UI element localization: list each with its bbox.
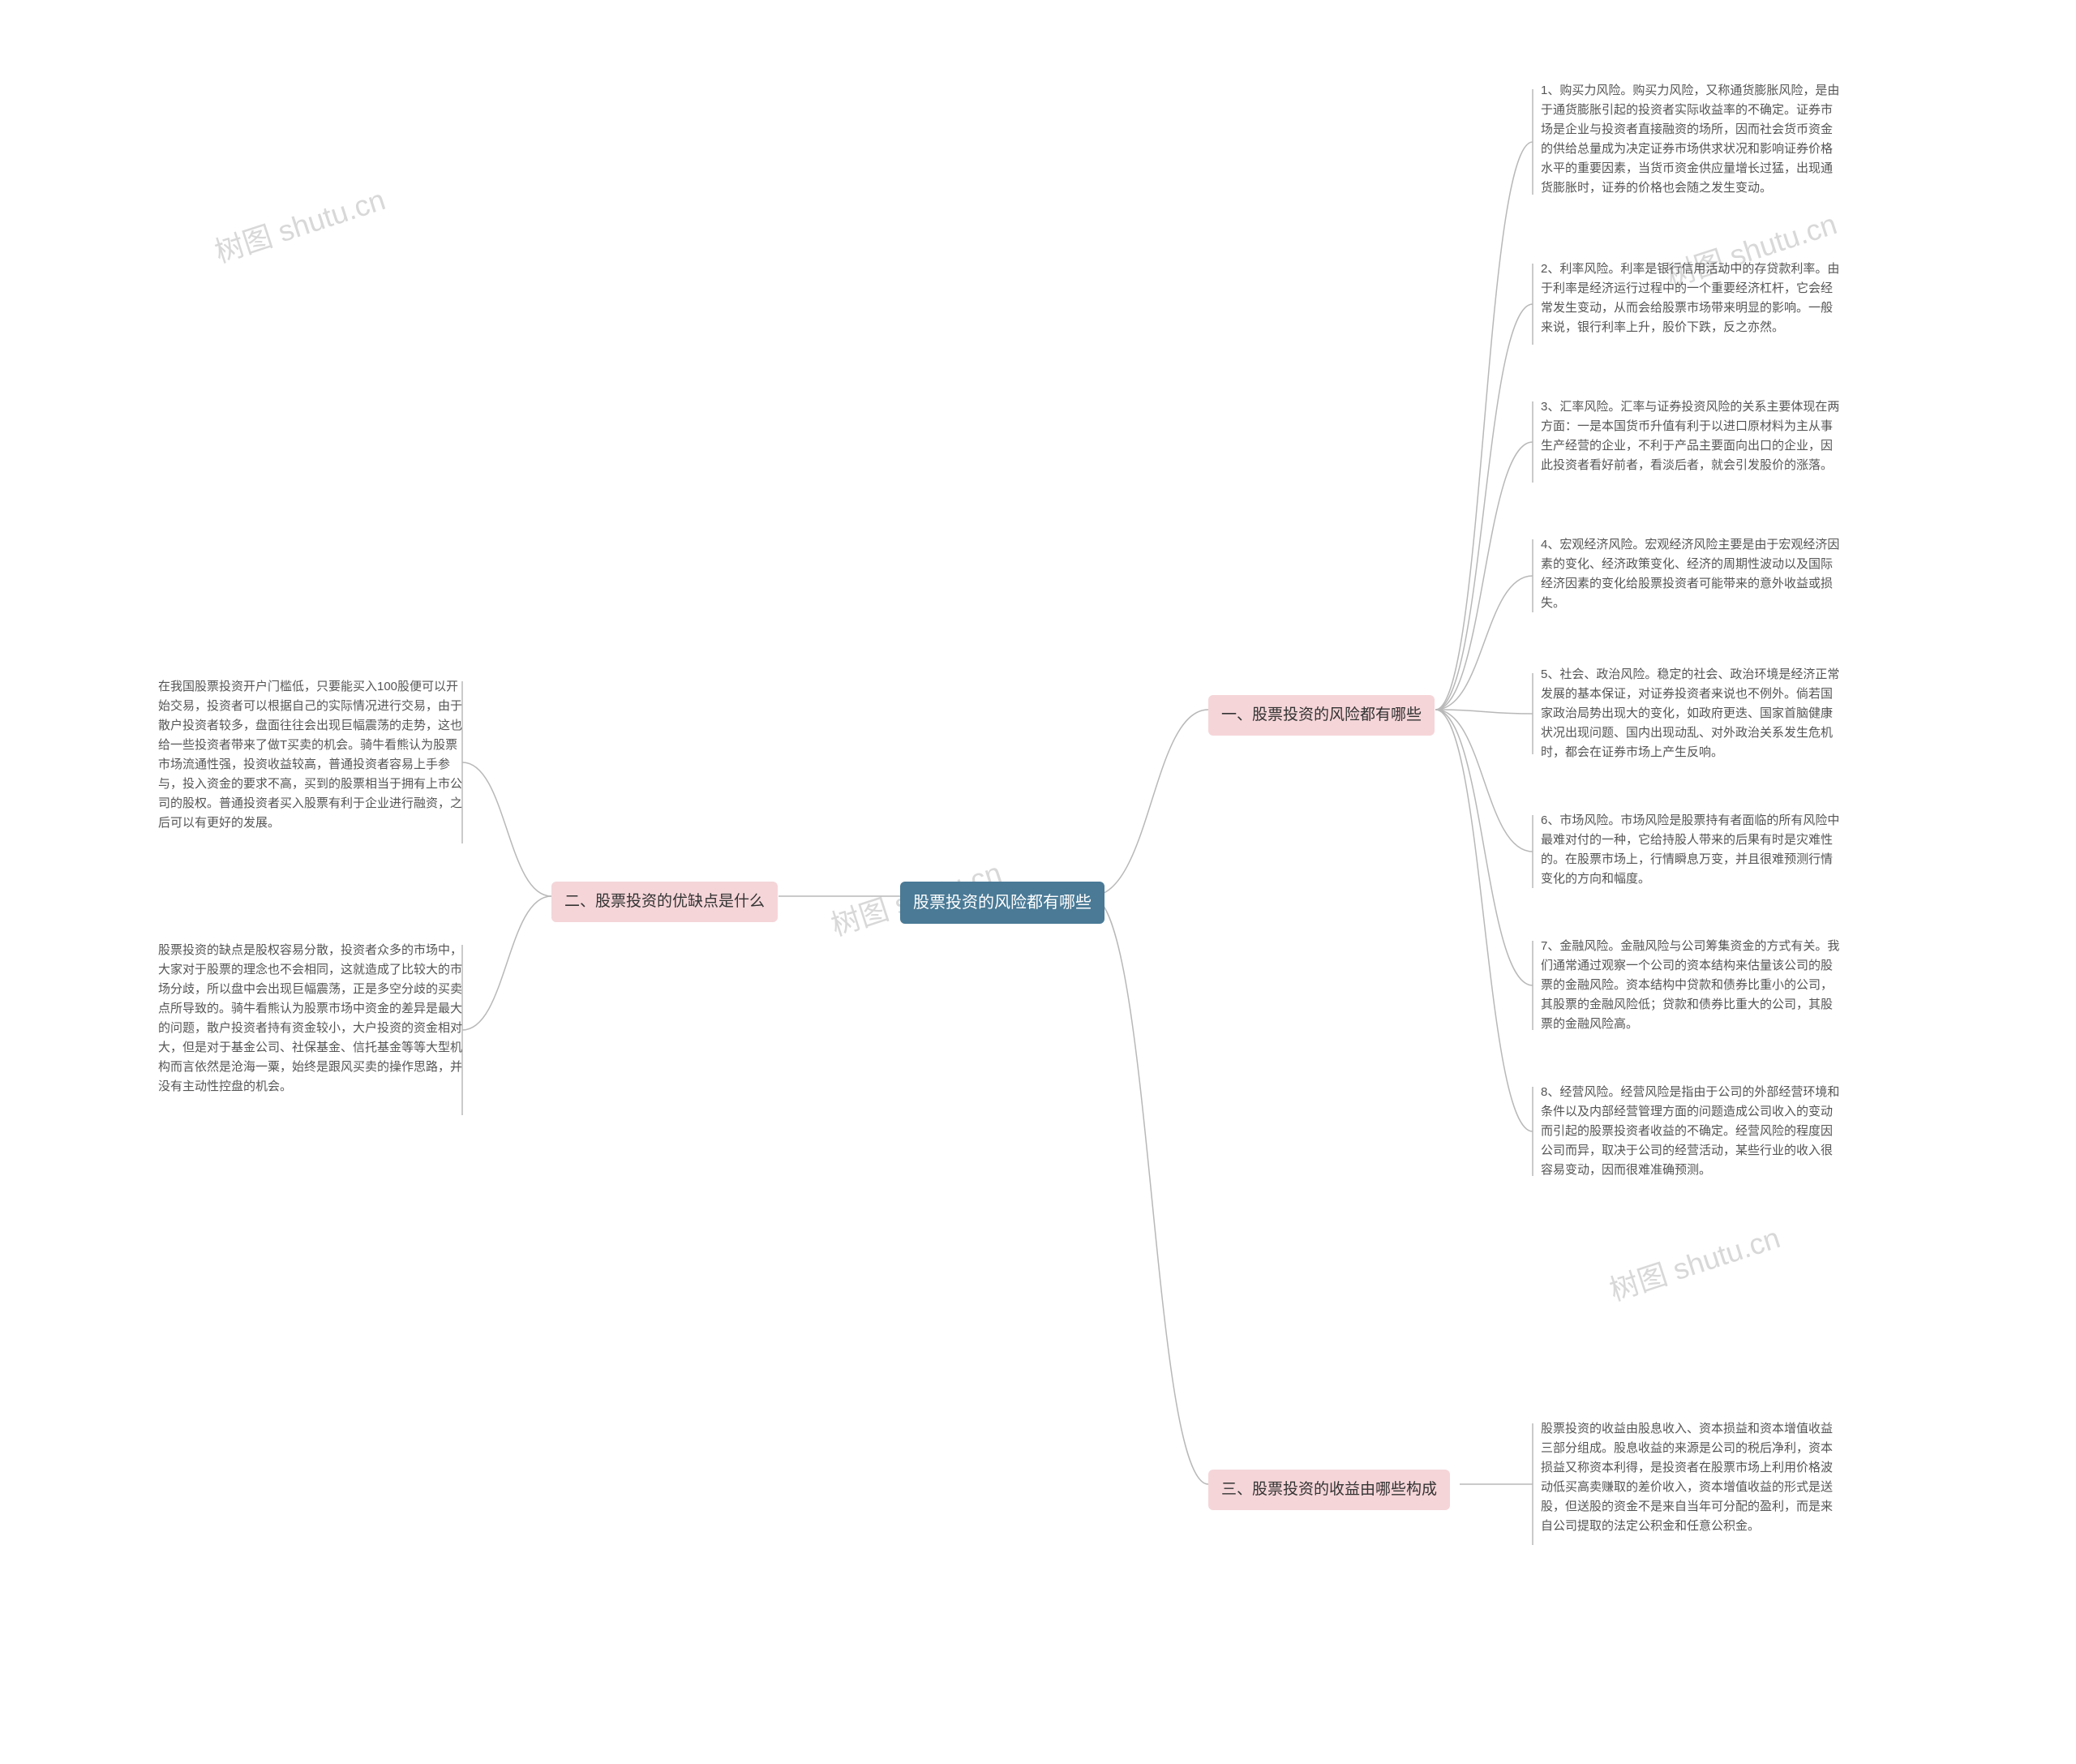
leaf-text: 7、金融风险。金融风险与公司筹集资金的方式有关。我们通常通过观察一个公司的资本结… <box>1541 939 1839 1031</box>
branch-pros-cons: 二、股票投资的优缺点是什么 <box>551 882 778 922</box>
leaf-risk-3: 3、汇率风险。汇率与证券投资风险的关系主要体现在两方面：一是本国货币升值有利于以… <box>1541 397 1841 475</box>
leaf-text: 3、汇率风险。汇率与证券投资风险的关系主要体现在两方面：一是本国货币升值有利于以… <box>1541 400 1839 472</box>
leaf-risk-6: 6、市场风险。市场风险是股票持有者面临的所有风险中最难对付的一种，它给持股人带来… <box>1541 811 1841 889</box>
branch-label: 一、股票投资的风险都有哪些 <box>1221 706 1422 723</box>
leaf-risk-5: 5、社会、政治风险。稳定的社会、政治环境是经济正常发展的基本保证，对证券投资者来… <box>1541 665 1841 762</box>
branch-returns: 三、股票投资的收益由哪些构成 <box>1208 1470 1450 1510</box>
leaf-text: 5、社会、政治风险。稳定的社会、政治环境是经济正常发展的基本保证，对证券投资者来… <box>1541 667 1839 759</box>
watermark: 树图 shutu.cn <box>1603 1215 1784 1310</box>
leaf-text: 股票投资的收益由股息收入、资本损益和资本增值收益三部分组成。股息收益的来源是公司… <box>1541 1422 1833 1533</box>
leaf-risk-2: 2、利率风险。利率是银行信用活动中的存贷款利率。由于利率是经济运行过程中的一个重… <box>1541 260 1841 337</box>
leaf-text: 股票投资的缺点是股权容易分散，投资者众多的市场中，大家对于股票的理念也不会相同，… <box>158 943 462 1093</box>
leaf-risk-8: 8、经营风险。经营风险是指由于公司的外部经营环境和条件以及内部经营管理方面的问题… <box>1541 1083 1841 1180</box>
leaf-cons: 股票投资的缺点是股权容易分散，投资者众多的市场中，大家对于股票的理念也不会相同，… <box>158 941 462 1097</box>
leaf-risk-1: 1、购买力风险。购买力风险，又称通货膨胀风险，是由于通货膨胀引起的投资者实际收益… <box>1541 81 1841 198</box>
leaf-text: 8、经营风险。经营风险是指由于公司的外部经营环境和条件以及内部经营管理方面的问题… <box>1541 1085 1839 1177</box>
root-node: 股票投资的风险都有哪些 <box>900 882 1104 924</box>
root-label: 股票投资的风险都有哪些 <box>913 894 1092 912</box>
branch-label: 三、股票投资的收益由哪些构成 <box>1221 1481 1437 1498</box>
leaf-text: 在我国股票投资开户门槛低，只要能买入100股便可以开始交易，投资者可以根据自己的… <box>158 680 462 830</box>
leaf-text: 6、市场风险。市场风险是股票持有者面临的所有风险中最难对付的一种，它给持股人带来… <box>1541 813 1839 886</box>
leaf-pros: 在我国股票投资开户门槛低，只要能买入100股便可以开始交易，投资者可以根据自己的… <box>158 677 462 833</box>
watermark: 树图 shutu.cn <box>208 177 389 272</box>
leaf-returns: 股票投资的收益由股息收入、资本损益和资本增值收益三部分组成。股息收益的来源是公司… <box>1541 1419 1841 1536</box>
leaf-risk-7: 7、金融风险。金融风险与公司筹集资金的方式有关。我们通常通过观察一个公司的资本结… <box>1541 937 1841 1034</box>
leaf-text: 4、宏观经济风险。宏观经济风险主要是由于宏观经济因素的变化、经济政策变化、经济的… <box>1541 538 1839 610</box>
leaf-text: 1、购买力风险。购买力风险，又称通货膨胀风险，是由于通货膨胀引起的投资者实际收益… <box>1541 84 1839 195</box>
branch-risks: 一、股票投资的风险都有哪些 <box>1208 695 1435 736</box>
leaf-risk-4: 4、宏观经济风险。宏观经济风险主要是由于宏观经济因素的变化、经济政策变化、经济的… <box>1541 535 1841 613</box>
branch-label: 二、股票投资的优缺点是什么 <box>564 893 765 910</box>
leaf-text: 2、利率风险。利率是银行信用活动中的存贷款利率。由于利率是经济运行过程中的一个重… <box>1541 262 1839 334</box>
